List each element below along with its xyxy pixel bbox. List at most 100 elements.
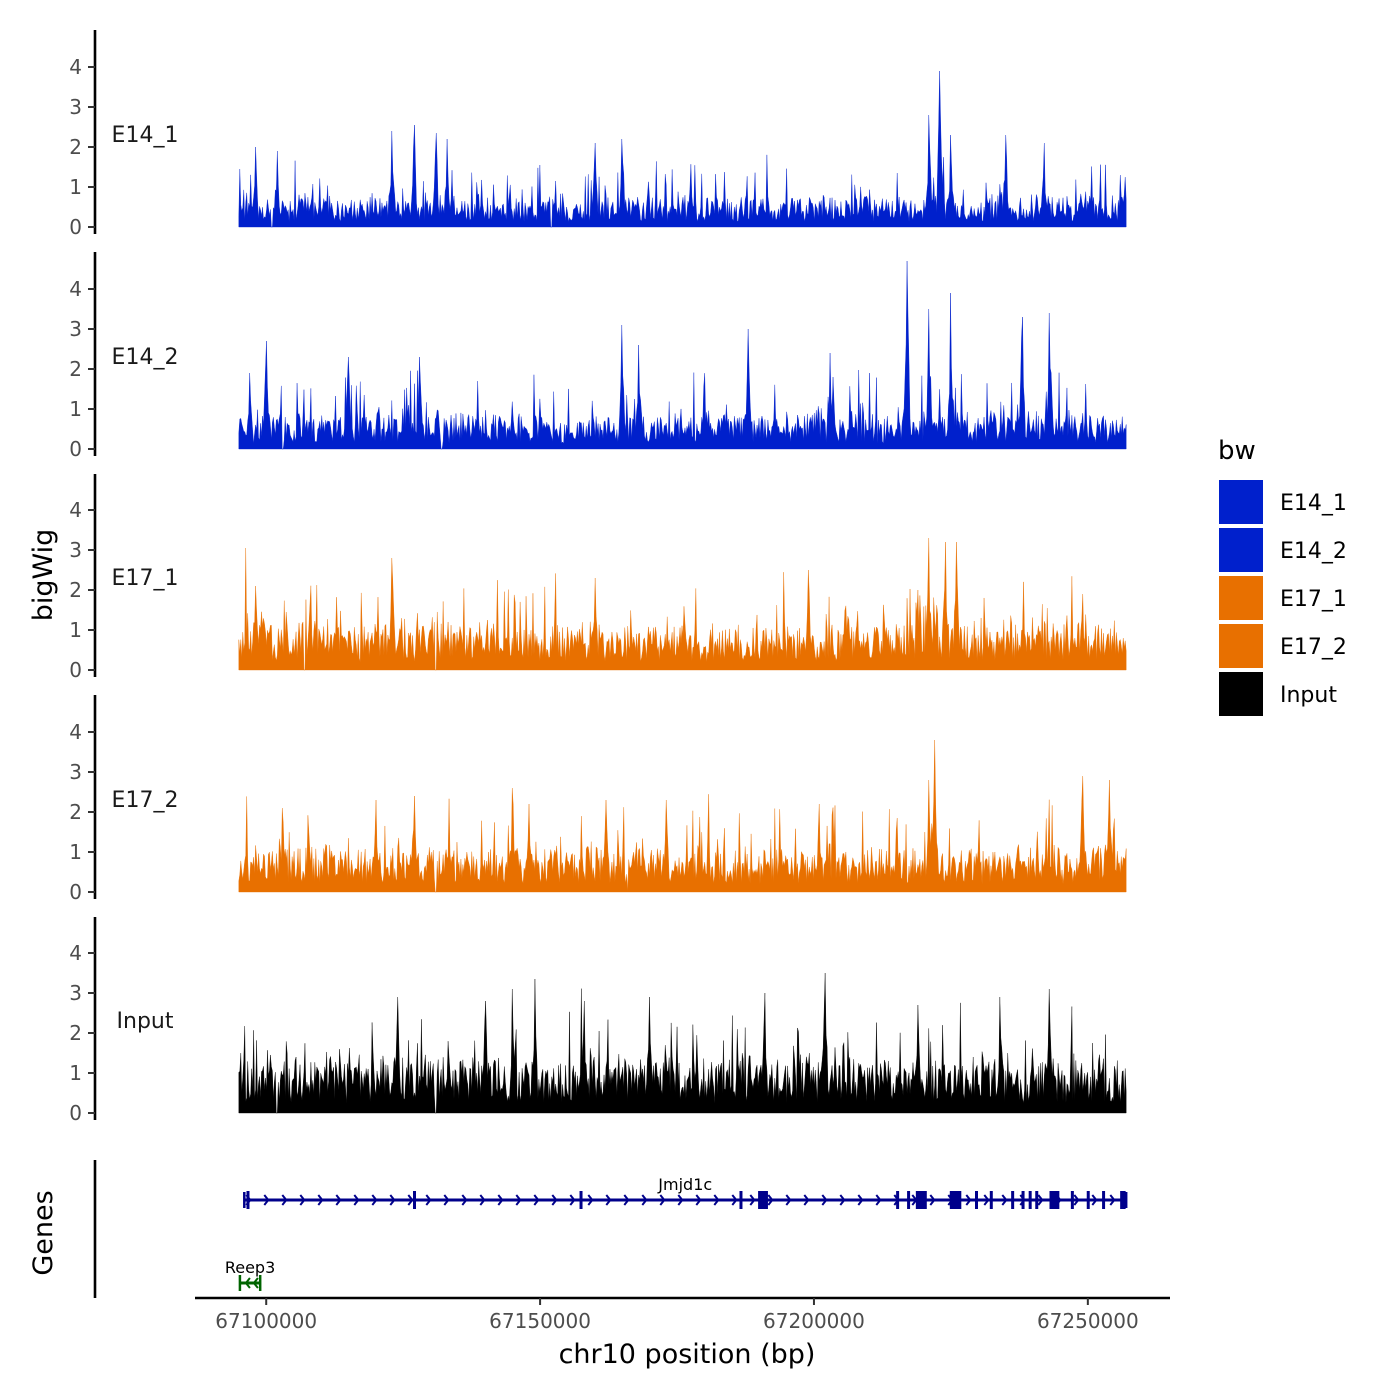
y-tick-label: 4 — [69, 941, 82, 965]
legend-item-e17_1: E17_1 — [1219, 576, 1347, 620]
legend-label: E14_2 — [1280, 539, 1347, 564]
y-tick-label: 2 — [69, 357, 82, 381]
track-e17_2: 0 1 2 3 4 E17_2 — [69, 695, 1127, 904]
strand-chevron — [623, 1194, 630, 1206]
strand-chevron — [983, 1194, 990, 1206]
strand-chevron — [569, 1194, 576, 1206]
y-tick-label: 1 — [69, 618, 82, 642]
strand-chevron — [281, 1194, 288, 1206]
strand-chevron — [425, 1194, 432, 1206]
y-tick-label: 2 — [69, 800, 82, 824]
x-tick-label: 67150000 — [489, 1309, 591, 1333]
strand-chevron — [821, 1194, 828, 1206]
strand-chevron — [605, 1194, 612, 1206]
strand-chevron — [1109, 1194, 1116, 1206]
y-tick-label: 0 — [69, 658, 82, 682]
exon — [413, 1191, 417, 1209]
legend-item-e14_2: E14_2 — [1219, 528, 1347, 572]
gene-label: Reep3 — [225, 1258, 275, 1277]
y-tick-label: 0 — [69, 880, 82, 904]
strand-chevron — [803, 1194, 810, 1206]
y-axis-title: bigWig — [28, 529, 59, 622]
legend-item-input: Input — [1219, 672, 1337, 716]
strand-chevron — [1091, 1194, 1098, 1206]
legend-swatch — [1219, 672, 1263, 716]
strand-chevron — [767, 1194, 774, 1206]
strand-chevron — [1073, 1194, 1080, 1206]
strand-chevron — [587, 1194, 594, 1206]
strand-chevron — [252, 1277, 259, 1289]
exon — [1021, 1191, 1025, 1209]
strand-chevron — [244, 1277, 251, 1289]
legend-title: bw — [1218, 436, 1256, 466]
track-label: E17_2 — [112, 788, 179, 813]
legend-label: E14_1 — [1280, 491, 1347, 516]
y-tick-label: 0 — [69, 1101, 82, 1125]
strand-chevron — [371, 1194, 378, 1206]
exon — [1011, 1191, 1015, 1209]
strand-chevron — [965, 1194, 972, 1206]
gene-label: Jmjd1c — [657, 1175, 712, 1194]
legend-swatch — [1219, 624, 1263, 668]
y-tick-label: 3 — [69, 981, 82, 1005]
y-tick-label: 2 — [69, 1021, 82, 1045]
track-label: E14_2 — [112, 345, 179, 370]
strand-chevron — [407, 1194, 414, 1206]
coverage-area-e14_2 — [238, 260, 1127, 450]
coverage-tracks: 0 1 2 3 4 E14_1 0 1 2 3 4 E14_2 0 1 2 3 4 E17_1 0 1 2 3 4 E17_2… — [69, 30, 1127, 1125]
strand-chevron — [533, 1194, 540, 1206]
legend-label: Input — [1280, 683, 1337, 708]
exon — [896, 1191, 900, 1209]
x-axis: 67100000 67150000 67200000 67250000 — [195, 1296, 1170, 1333]
exon — [1035, 1191, 1039, 1209]
strand-chevron — [335, 1194, 342, 1206]
legend-label: E17_2 — [1280, 635, 1347, 660]
strand-chevron — [1001, 1194, 1008, 1206]
x-tick-label: 67100000 — [215, 1309, 317, 1333]
y-tick-label: 0 — [69, 437, 82, 461]
strand-chevron — [785, 1194, 792, 1206]
strand-chevron — [263, 1194, 270, 1206]
exon — [975, 1191, 978, 1209]
strand-chevron — [929, 1194, 936, 1206]
strand-chevron — [317, 1194, 324, 1206]
strand-chevron — [839, 1194, 846, 1206]
legend-swatch — [1219, 528, 1263, 572]
strand-chevron — [677, 1194, 684, 1206]
strand-chevron — [443, 1194, 450, 1206]
exon — [989, 1191, 993, 1209]
exon — [246, 1191, 250, 1209]
track-e17_1: 0 1 2 3 4 E17_1 — [69, 474, 1127, 682]
legend-item-e14_1: E14_1 — [1219, 480, 1347, 524]
exon — [915, 1191, 927, 1209]
track-e14_1: 0 1 2 3 4 E14_1 — [69, 30, 1127, 239]
y-tick-label: 3 — [69, 95, 82, 119]
gene-annotation-panel: Jmjd1c Reep3 — [93, 1160, 1128, 1298]
exon — [1049, 1191, 1060, 1209]
legend-label: E17_1 — [1280, 587, 1347, 612]
gene-jmjd1c: Jmjd1c — [243, 1175, 1128, 1209]
exon — [949, 1191, 962, 1209]
exon — [579, 1191, 583, 1209]
strand-chevron — [1037, 1194, 1044, 1206]
exon — [1102, 1191, 1106, 1209]
y-tick-label: 2 — [69, 135, 82, 159]
y-tick-label: 1 — [69, 175, 82, 199]
y-tick-label: 1 — [69, 1061, 82, 1085]
genes-axis-title: Genes — [28, 1190, 59, 1275]
x-tick-label: 67200000 — [763, 1309, 865, 1333]
track-input: 0 1 2 3 4 Input — [69, 917, 1127, 1125]
y-tick-label: 4 — [69, 55, 82, 79]
y-tick-label: 3 — [69, 317, 82, 341]
y-tick-label: 0 — [69, 215, 82, 239]
strand-chevron — [299, 1194, 306, 1206]
strand-chevron — [497, 1194, 504, 1206]
strand-chevron — [641, 1194, 648, 1206]
legend-swatch — [1219, 480, 1263, 524]
strand-chevron — [875, 1194, 882, 1206]
y-tick-label: 2 — [69, 578, 82, 602]
coverage-area-e17_2 — [238, 739, 1127, 893]
strand-chevron — [515, 1194, 522, 1206]
gene-reep3: Reep3 — [225, 1258, 275, 1291]
